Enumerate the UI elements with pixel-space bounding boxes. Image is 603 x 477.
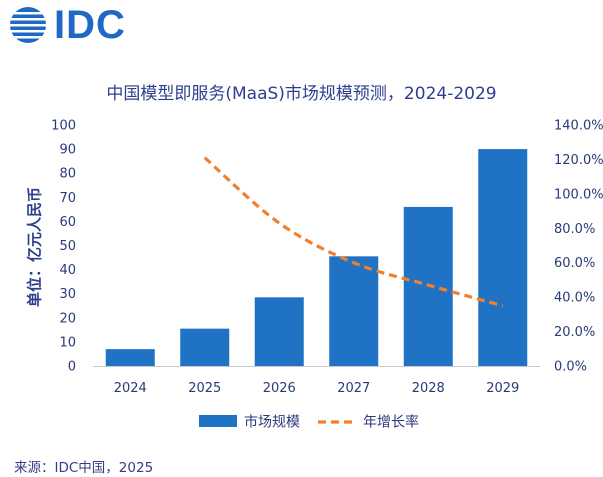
source-note: 来源：IDC中国，2025 [14, 460, 154, 476]
bar [478, 149, 528, 366]
bar [254, 297, 304, 366]
y-tick-label: 30 [59, 287, 76, 302]
bar [105, 349, 155, 366]
legend-label-market-size: 市场规模 [244, 414, 300, 431]
x-tick-label: 2028 [412, 381, 445, 396]
y-tick-label: 60 [59, 215, 76, 230]
logo-text: IDC [54, 3, 126, 47]
y2-tick-label: 0.0% [554, 360, 587, 375]
y-tick-label: 50 [59, 239, 76, 254]
y2-tick-label: 40.0% [554, 291, 595, 306]
y-tick-label: 80 [59, 167, 76, 182]
bar [329, 256, 379, 366]
idc-logo: IDC [8, 4, 126, 46]
y-tick-label: 0 [68, 360, 76, 375]
y-tick-label: 20 [59, 311, 76, 326]
x-tick-label: 2026 [263, 381, 296, 396]
y2-tick-label: 60.0% [554, 256, 595, 271]
x-tick-label: 2029 [486, 381, 519, 396]
y-tick-label: 40 [59, 263, 76, 278]
y2-tick-label: 80.0% [554, 222, 595, 237]
chart-area: 0 10 20 30 40 50 60 70 80 90 100 0.0% 20.0% 40.0% 60.0… [51, 119, 603, 431]
y2-tick-label: 140.0% [554, 119, 603, 134]
bar [180, 328, 230, 366]
y-tick-label: 90 [59, 143, 76, 158]
y-tick-label: 100 [51, 119, 76, 134]
legend-label-growth-rate: 年增长率 [363, 414, 419, 431]
chart-title: 中国模型即服务(MaaS)市场规模预测，2024-2029 [106, 84, 497, 104]
y2-tick-label: 100.0% [554, 187, 603, 202]
y2-tick-label: 20.0% [554, 325, 595, 340]
x-tick-label: 2024 [114, 381, 147, 396]
y-tick-label: 10 [59, 335, 76, 350]
y2-tick-label: 120.0% [554, 153, 603, 168]
x-tick-label: 2025 [188, 381, 221, 396]
y-tick-label: 70 [59, 191, 76, 206]
globe-icon [10, 7, 46, 43]
growth-rate-line [203, 156, 504, 308]
x-tick-label: 2027 [337, 381, 370, 396]
legend-swatch-bar [199, 415, 237, 427]
